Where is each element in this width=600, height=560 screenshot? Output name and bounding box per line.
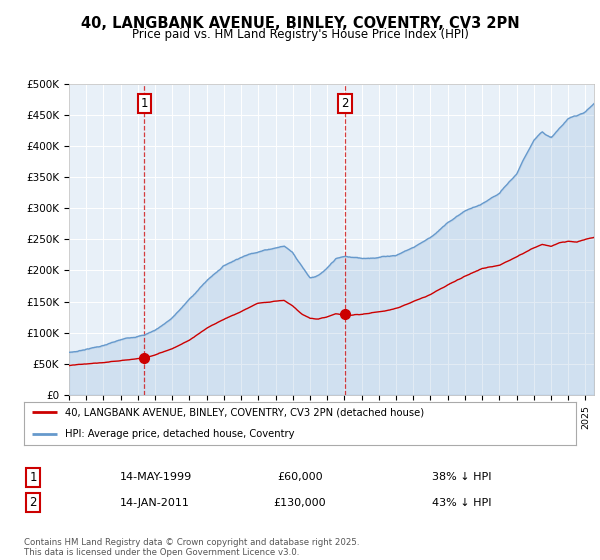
Text: Price paid vs. HM Land Registry's House Price Index (HPI): Price paid vs. HM Land Registry's House … [131,28,469,41]
Text: 38% ↓ HPI: 38% ↓ HPI [432,472,491,482]
Text: 40, LANGBANK AVENUE, BINLEY, COVENTRY, CV3 2PN: 40, LANGBANK AVENUE, BINLEY, COVENTRY, C… [80,16,520,31]
Text: 2: 2 [29,496,37,510]
Text: 14-MAY-1999: 14-MAY-1999 [120,472,192,482]
Text: 14-JAN-2011: 14-JAN-2011 [120,498,190,508]
Text: HPI: Average price, detached house, Coventry: HPI: Average price, detached house, Cove… [65,430,295,439]
Text: Contains HM Land Registry data © Crown copyright and database right 2025.
This d: Contains HM Land Registry data © Crown c… [24,538,359,557]
Text: 1: 1 [140,97,148,110]
Text: 40, LANGBANK AVENUE, BINLEY, COVENTRY, CV3 2PN (detached house): 40, LANGBANK AVENUE, BINLEY, COVENTRY, C… [65,408,425,417]
Text: 2: 2 [341,97,349,110]
Text: 43% ↓ HPI: 43% ↓ HPI [432,498,491,508]
Text: 1: 1 [29,470,37,484]
Text: £60,000: £60,000 [277,472,323,482]
Text: £130,000: £130,000 [274,498,326,508]
